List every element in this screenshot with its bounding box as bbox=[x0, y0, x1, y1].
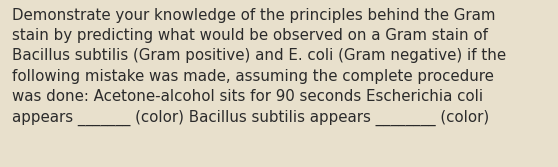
Text: Demonstrate your knowledge of the principles behind the Gram
stain by predicting: Demonstrate your knowledge of the princi… bbox=[12, 8, 507, 126]
